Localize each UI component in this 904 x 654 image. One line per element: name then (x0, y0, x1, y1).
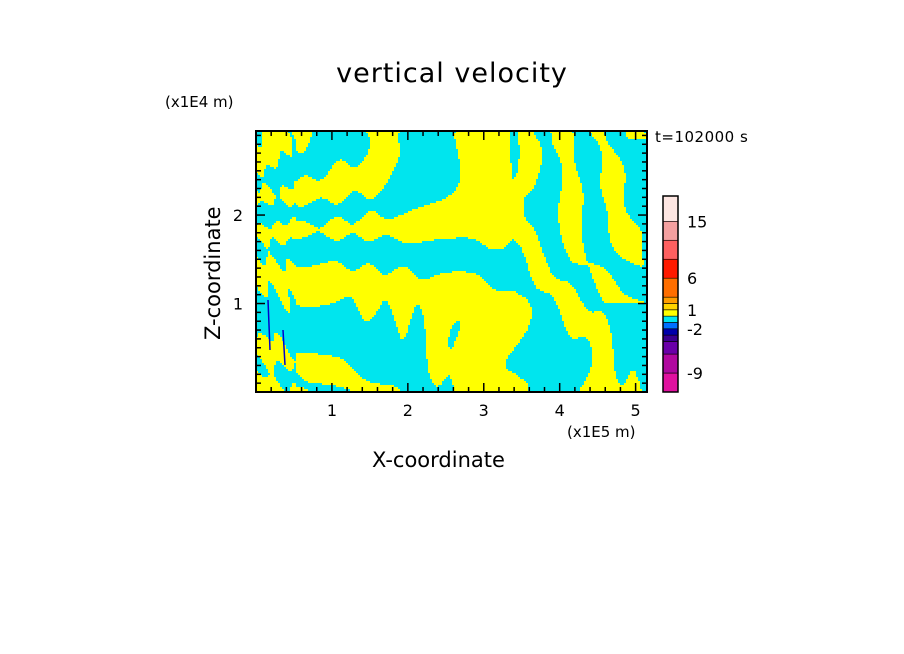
x-tick-label: 4 (555, 401, 565, 420)
y-tick-label: 2 (233, 206, 243, 225)
colorbar-band (662, 334, 679, 342)
colorbar-band (662, 258, 679, 279)
colorbar-label: -9 (687, 364, 703, 383)
x-tick-label: 5 (631, 401, 641, 420)
colorbar-label: 15 (687, 212, 707, 231)
chart-title: vertical velocity (336, 58, 568, 89)
colorbar-label: 6 (687, 269, 697, 288)
x-tick-label: 2 (403, 401, 413, 420)
colorbar-band (662, 195, 679, 222)
strong-downdraft-streaks (267, 299, 286, 366)
axes: 1 2 3 4 5 1 2 (233, 131, 647, 420)
plot-frame (255, 130, 648, 393)
colorbar: 15 6 1-2 -9 (662, 195, 707, 393)
x-tick-label: 1 (327, 401, 337, 420)
colorbar-band (662, 239, 679, 260)
time-label: t=102000 s (655, 128, 749, 146)
colorbar-band (662, 309, 679, 317)
x-axis-unit: (x1E5 m) (567, 423, 636, 441)
colorbar-band (662, 372, 679, 393)
y-tick-label: 1 (233, 295, 243, 314)
colorbar-band (662, 341, 679, 355)
colorbar-band (662, 303, 679, 311)
colorbar-label: 1 (687, 301, 697, 320)
velocity-field (256, 131, 647, 392)
colorbar-band (662, 220, 679, 241)
colorbar-frame (662, 195, 679, 393)
colorbar-band (662, 328, 679, 336)
colorbar-band (662, 296, 679, 304)
positive-velocity-regions (256, 131, 646, 392)
x-axis-label: X-coordinate (372, 448, 505, 472)
colorbar-label: -2 (687, 320, 703, 339)
y-axis-unit: (x1E4 m) (165, 93, 234, 111)
colorbar-band (662, 322, 679, 330)
colorbar-band (662, 353, 679, 374)
colorbar-band (662, 277, 679, 298)
colorbar-band (662, 315, 679, 323)
x-tick-label: 3 (479, 401, 489, 420)
